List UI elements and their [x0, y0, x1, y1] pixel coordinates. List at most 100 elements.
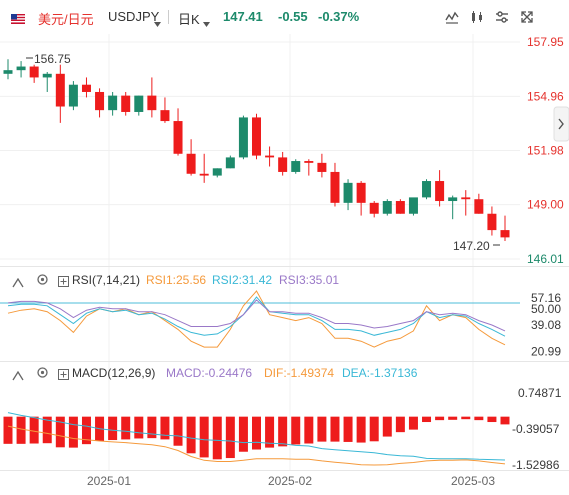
rsi-tick-label: 57.16 [531, 291, 561, 305]
macd-bar [487, 416, 497, 423]
candle-body [487, 213, 497, 231]
price-tick-label: 151.98 [527, 144, 564, 158]
macd-value: MACD:-0.24476 [166, 366, 253, 380]
collapse-icon[interactable] [12, 368, 24, 386]
macd-tick-label: -1.52986 [512, 458, 560, 472]
candle-body [330, 171, 340, 203]
candle-body [134, 95, 144, 112]
divider [168, 10, 169, 24]
macd-bar [330, 416, 340, 442]
candle-body [382, 201, 392, 214]
candle-body [147, 95, 157, 111]
dea-value: DEA:-1.37136 [342, 366, 418, 380]
macd-line-dif [7, 425, 506, 466]
macd-bar [238, 416, 248, 452]
price-tick-label: 149.00 [527, 198, 564, 212]
macd-bar [448, 416, 458, 420]
macd-bar [121, 416, 131, 440]
candle-body [108, 95, 118, 111]
candle-body [3, 70, 13, 74]
current-price: 147.41 [223, 9, 263, 24]
candle-body [343, 182, 353, 203]
chart-header: 美元/日元 USDJPY 日K 147.41 -0.55 -0.37% [0, 0, 569, 34]
macd-bar [408, 416, 418, 430]
macd-tick-label: 0.74871 [518, 386, 562, 400]
candle-body [408, 197, 418, 214]
macd-bar [16, 416, 26, 444]
rsi1-value: RSI1:25.56 [146, 273, 207, 287]
gear-icon[interactable] [36, 366, 49, 384]
candle-body [160, 110, 170, 122]
fullscreen-icon[interactable] [517, 7, 537, 27]
macd-bar [160, 416, 170, 440]
date-tick-label: 2025-02 [268, 474, 312, 488]
candle-body [186, 153, 196, 174]
macd-bar [291, 416, 301, 445]
us-flag-icon [11, 11, 25, 24]
scroll-right-handle[interactable] [553, 106, 569, 142]
macd-bar [108, 416, 118, 441]
macd-tick-label: -0.39057 [512, 422, 560, 436]
expand-icon[interactable] [58, 274, 69, 292]
candle-body [448, 197, 458, 202]
candle-body [225, 157, 235, 169]
macd-bar [55, 416, 65, 448]
rsi-line-rsi3 [7, 299, 506, 332]
expand-icon[interactable] [58, 367, 69, 385]
date-tick-label: 2025-01 [87, 474, 131, 488]
date-axis: 2025-01 2025-02 2025-03 [87, 474, 495, 488]
candle-body [238, 117, 248, 158]
gear-icon[interactable] [36, 273, 49, 291]
candle-body [474, 199, 484, 214]
chevron-down-icon[interactable] [203, 14, 210, 32]
candle-body [29, 66, 39, 78]
candle-body [212, 168, 222, 176]
macd-bar [29, 416, 39, 444]
candle-body [317, 162, 327, 172]
macd-bar [212, 416, 222, 460]
rsi-line-rsi2 [7, 296, 506, 337]
candle-body [95, 91, 105, 111]
candle-body [265, 155, 275, 158]
macd-line-dea [7, 412, 506, 461]
indicator-icon[interactable] [442, 7, 462, 27]
rsi3-value: RSI3:35.01 [279, 273, 340, 287]
macd-axis: 0.74871 -0.39057 -1.52986 [512, 386, 562, 472]
price-change-percent: -0.37% [318, 9, 360, 24]
macd-bar [500, 416, 510, 425]
macd-label: MACD(12,26,9) [72, 366, 156, 380]
panel-separator [0, 361, 569, 362]
macd-bar [252, 416, 261, 450]
chart-type-icon[interactable] [467, 7, 487, 27]
rsi2-value: RSI2:31.42 [212, 273, 273, 287]
macd-bar [278, 416, 288, 447]
macd-bar [343, 416, 353, 442]
candle-body [291, 161, 301, 172]
candle-body [500, 230, 510, 238]
price-tick-label: 154.96 [527, 89, 564, 103]
settings-icon[interactable] [492, 7, 512, 27]
candle-body [173, 121, 183, 154]
collapse-icon[interactable] [12, 275, 24, 293]
symbol-selector[interactable]: USDJPY [108, 9, 160, 24]
candle-body [461, 197, 471, 200]
candle-body [395, 201, 405, 214]
macd-bar [461, 416, 471, 420]
macd-bar [265, 416, 275, 448]
panel-separator [0, 266, 569, 267]
rsi-tick-label: 20.99 [531, 345, 561, 359]
macd-bar [474, 416, 484, 421]
macd-bar [435, 416, 445, 421]
price-axis: 157.95 154.96 151.98 149.00 146.01 [527, 35, 564, 266]
chevron-down-icon[interactable] [154, 14, 161, 32]
high-price-label: 156.75 [34, 52, 71, 66]
candle-body [422, 181, 432, 198]
macd-bar [134, 416, 144, 439]
price-change: -0.55 [278, 9, 308, 24]
macd-bar [304, 416, 314, 444]
price-tick-label: 157.95 [527, 35, 564, 49]
period-selector[interactable]: 日K [178, 12, 200, 27]
candle-body [55, 73, 65, 107]
